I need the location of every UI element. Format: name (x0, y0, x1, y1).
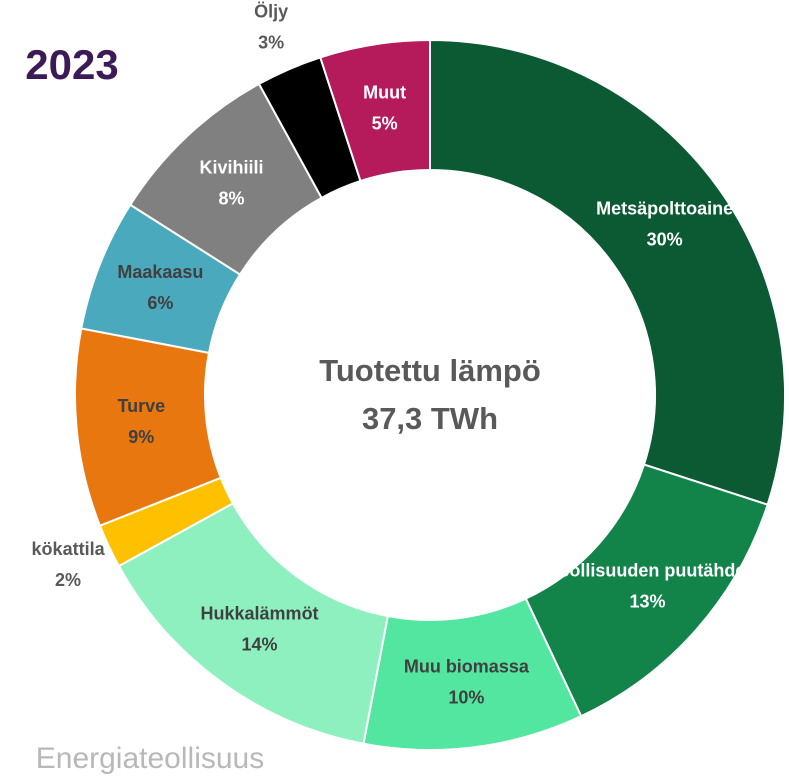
segment-label: Maakaasu (117, 262, 203, 282)
center-text: 37,3 TWh (362, 401, 498, 436)
segment-value: 13% (630, 592, 666, 612)
segment-value: 9% (128, 427, 154, 447)
segment-value: 3% (258, 33, 284, 53)
segment-label: kökattila (32, 539, 106, 559)
segment-value: 30% (647, 229, 683, 249)
segment-label: Teollisuuden puutähde (550, 561, 746, 581)
segment-value: 14% (242, 634, 278, 654)
segment-label: Turve (117, 396, 165, 416)
donut-segment (429, 38, 786, 506)
footer-logo: Energiateollisuus (36, 742, 264, 775)
segment-label: Öljy (254, 2, 288, 22)
segment-label: Muu biomassa (404, 656, 530, 676)
segment-value: 6% (147, 293, 173, 313)
segment-label: Kivihiili (199, 157, 263, 177)
segment-label: Metsäpolttoaine (596, 198, 733, 218)
segment-value: 8% (218, 188, 244, 208)
center-text: Tuotettu lämpö (319, 353, 541, 388)
chart-title: 2023 (25, 41, 118, 88)
segment-label: Hukkalämmöt (201, 603, 319, 623)
segment-value: 5% (372, 113, 398, 133)
segment-value: 10% (448, 687, 484, 707)
donut-segment (319, 38, 431, 183)
segment-value: 2% (55, 570, 81, 590)
segment-label: Muut (363, 82, 406, 102)
